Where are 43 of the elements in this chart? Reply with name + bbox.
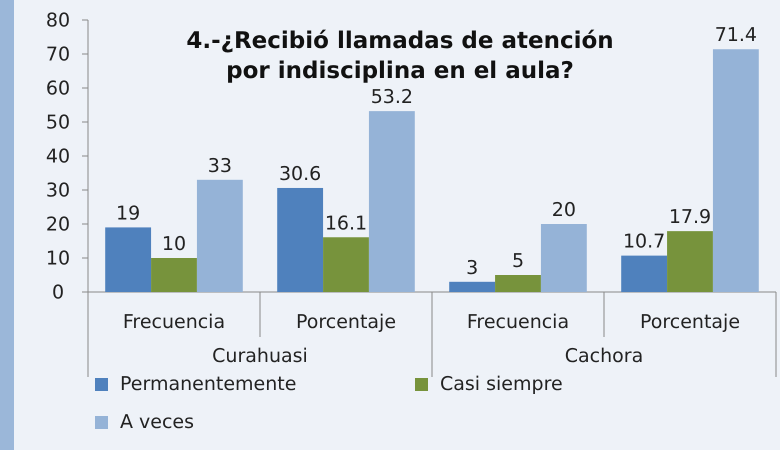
legend-label: Permanentemente (120, 373, 296, 395)
bar (449, 282, 496, 292)
data-label: 71.4 (714, 24, 758, 46)
x-tick-label: Frecuencia (466, 311, 570, 333)
data-label: 19 (116, 202, 140, 224)
x-tick-label: Porcentaje (640, 311, 740, 333)
bar (151, 258, 197, 292)
data-label: 20 (552, 199, 576, 221)
bar (368, 111, 415, 292)
data-label: 30.6 (278, 162, 322, 185)
bar (667, 231, 713, 292)
text: Cachora (564, 345, 644, 367)
y-tick-label: 80 (46, 10, 70, 32)
y-tick-label: 20 (46, 214, 70, 236)
y-tick-label: 0 (52, 282, 64, 304)
legend-label: Casi siempre (440, 373, 563, 395)
data-label: 53.2 (370, 86, 414, 108)
bar (105, 227, 152, 292)
data-label: 10 (162, 233, 186, 255)
y-tick-label: 40 (46, 146, 70, 168)
data-label: 16.1 (324, 212, 368, 234)
bar (277, 188, 324, 292)
bar (196, 180, 243, 292)
bar (323, 237, 369, 292)
text: Curahuasi (212, 345, 308, 367)
legend-label: A veces (120, 411, 194, 433)
bar (712, 49, 759, 292)
bar (495, 275, 541, 292)
data-label: 10.7 (622, 230, 666, 253)
bar (540, 224, 587, 292)
text: 4.-¿Recibió llamadas de atención por indisciplina en el aula? (186, 28, 614, 84)
y-tick-label: 10 (46, 248, 70, 270)
y-tick-label: 30 (46, 180, 70, 202)
bar (621, 256, 668, 292)
x-tick-label: Frecuencia (122, 311, 226, 333)
y-tick-label: 70 (46, 44, 70, 66)
x-tick-label: Porcentaje (296, 311, 396, 333)
data-label: 5 (512, 250, 524, 272)
data-label: 17.9 (668, 206, 712, 228)
y-tick-label: 60 (46, 78, 70, 100)
data-label: 33 (208, 154, 232, 177)
data-label: 3 (466, 256, 478, 279)
y-tick-label: 50 (46, 112, 70, 134)
